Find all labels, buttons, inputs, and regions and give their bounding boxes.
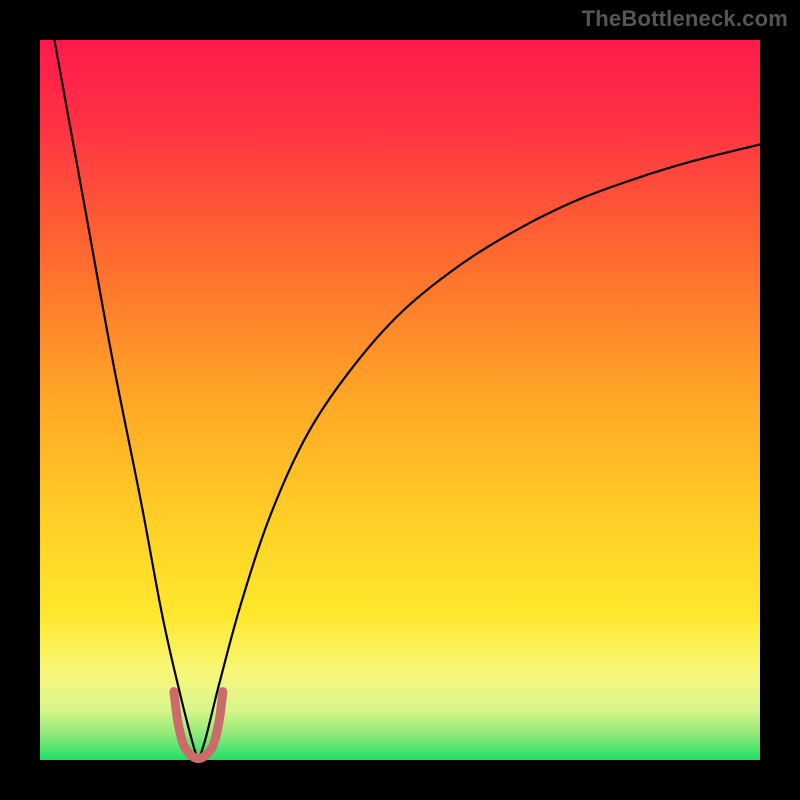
- chart-container: TheBottleneck.com: [0, 0, 800, 800]
- plot-area: [40, 40, 760, 760]
- watermark-text: TheBottleneck.com: [582, 6, 788, 32]
- chart-svg: [0, 0, 800, 800]
